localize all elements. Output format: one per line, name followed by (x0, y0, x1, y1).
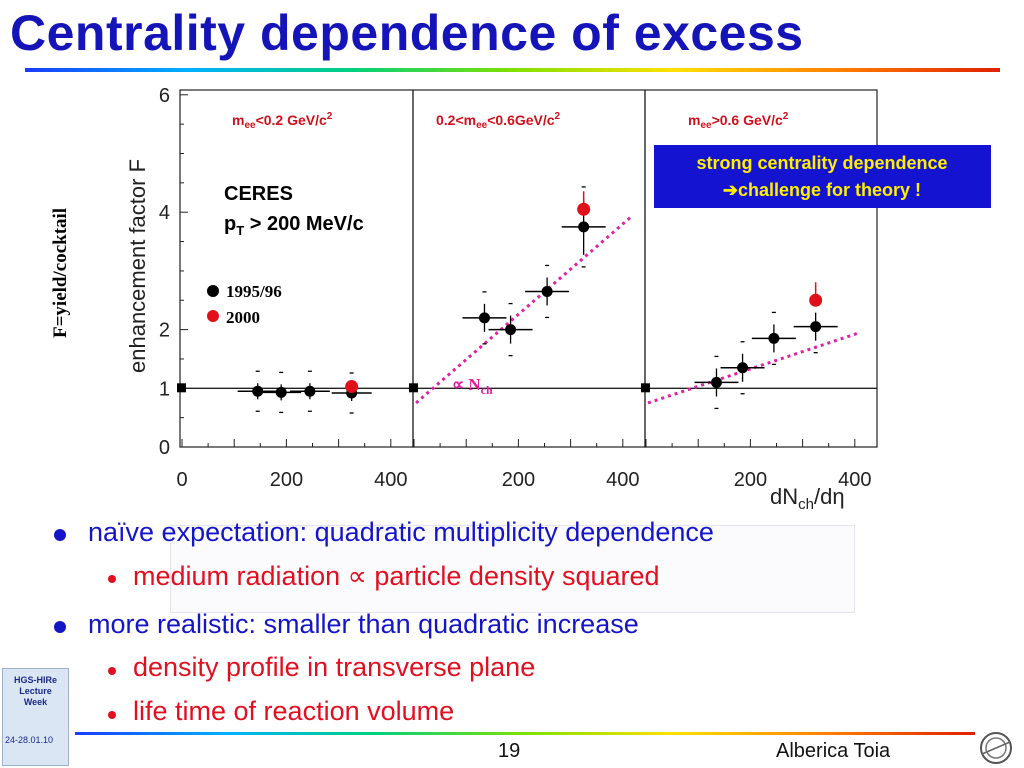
callout-box (654, 145, 991, 208)
data-point-1995 (710, 376, 722, 388)
logo-dates: 24-28.01.10 (5, 735, 54, 745)
bullet-2-sub-1: density profile in transverse plane (133, 652, 536, 682)
legend-label-1995: 1995/96 (226, 282, 282, 301)
fit-label: ∝ Nch (452, 375, 493, 397)
bullet-2-sub-2: life time of reaction volume (133, 696, 455, 726)
sub-bullet-dot-2-2 (108, 711, 116, 719)
x-axis-label: dNch/dη (770, 484, 845, 513)
experiment-label: CERES (224, 183, 293, 205)
baseline-marker (641, 383, 650, 393)
callout-line-2-text: challenge for theory ! (738, 180, 921, 200)
slide-title: Centrality dependence of excess (10, 5, 804, 61)
fit-line-panel-3 (647, 331, 861, 405)
x-tick-label: 0 (176, 469, 187, 491)
y-tick-label: 4 (159, 202, 170, 224)
data-point-2000 (809, 293, 823, 307)
callout-arrow: ➔ (723, 180, 738, 200)
y-tick-label: 2 (159, 320, 170, 342)
x-tick-label: 200 (734, 469, 767, 491)
data-point-1995 (304, 385, 316, 397)
data-point-1995 (505, 324, 517, 336)
data-point-1995 (478, 312, 490, 324)
x-tick-label: 400 (374, 469, 407, 491)
data-point-1995 (275, 386, 287, 398)
data-point-1995 (578, 221, 590, 233)
logo-line-1: HGS-HIRe (13, 675, 57, 685)
footer-rule (75, 732, 975, 735)
bullet-dot-2 (54, 621, 66, 633)
x-tick-label: 200 (502, 469, 535, 491)
page-number: 19 (498, 740, 521, 762)
data-point-2000 (577, 202, 591, 216)
logo-line-2: Lecture (19, 686, 52, 696)
panel-label-2: 0.2<mee<0.6GeV/c2 (436, 111, 561, 131)
x-tick-label: 200 (270, 469, 303, 491)
enhancement-factor-plot: F=yield/cocktail enhancement factor F 0 1… (50, 85, 991, 513)
author-name: Alberica Toia (776, 740, 891, 762)
x-tick-label: 400 (606, 469, 639, 491)
hgs-hire-logo: HGS-HIRe Lecture Week 24-28.01.10 (2, 668, 69, 766)
sub-bullet-dot-2-1 (108, 667, 116, 675)
panel-frame-2 (412, 89, 646, 448)
legend-marker-2000 (207, 310, 219, 322)
data-point-1995 (541, 285, 553, 297)
pt-cut-label: pT > 200 MeV/c (224, 213, 364, 238)
y-tick-label: 0 (159, 437, 170, 459)
legend-marker-1995 (207, 285, 219, 297)
x-tick-label: 400 (838, 469, 871, 491)
title-underline (25, 68, 1000, 72)
data-point-1995 (737, 362, 749, 374)
bullet-1-sub-1: medium radiation ∝ particle density squa… (133, 561, 660, 591)
bullet-1-text: naïve expectation: quadratic multiplicit… (88, 517, 714, 547)
data-point-2000 (345, 380, 359, 394)
cern-logo-icon (980, 732, 1012, 764)
faint-overlay-box (170, 525, 855, 613)
panel-label-1: mee<0.2 GeV/c2 (232, 111, 333, 131)
legend-label-2000: 2000 (226, 308, 260, 327)
y-tick-label: 6 (159, 85, 170, 107)
panel-frame-3 (644, 89, 878, 448)
data-point-1995 (768, 332, 780, 344)
data-point-1995 (810, 321, 822, 333)
bullet-dot-1 (54, 529, 66, 541)
y-tick-label: 1 (159, 378, 170, 400)
side-ylabel: F=yield/cocktail (50, 208, 71, 338)
panel-frame-1 (179, 89, 414, 448)
callout-line-1: strong centrality dependence (696, 153, 947, 173)
y-axis-label: enhancement factor F (125, 159, 150, 373)
baseline-marker (409, 383, 418, 393)
logo-line-3: Week (23, 697, 48, 707)
sub-bullet-dot-1-1 (108, 575, 116, 583)
bullet-2-text: more realistic: smaller than quadratic i… (88, 609, 639, 639)
panel-label-3: mee>0.6 GeV/c2 (688, 111, 789, 131)
fit-line-panel-2 (415, 214, 634, 405)
data-point-1995 (252, 385, 264, 397)
baseline-marker (177, 383, 186, 393)
callout-line-2: ➔challenge for theory ! (723, 180, 921, 200)
